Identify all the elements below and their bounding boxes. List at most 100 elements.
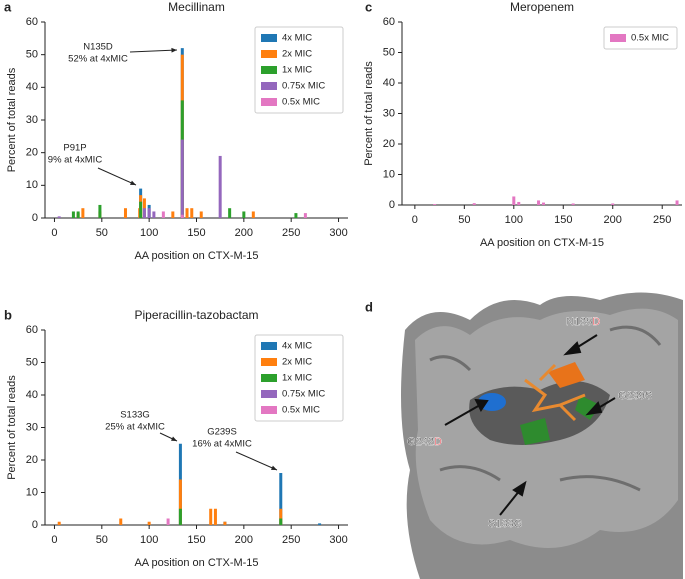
y-tick-label: 30 <box>26 114 38 126</box>
legend-label: 4x MIC <box>282 33 312 44</box>
annotation-arrow <box>97 167 137 186</box>
bar <box>71 211 75 218</box>
bar <box>541 202 545 205</box>
bar <box>209 508 213 525</box>
y-axis-label: Percent of total reads <box>6 67 18 172</box>
bar <box>318 523 322 525</box>
y-tick-label: 50 <box>26 49 38 61</box>
annotation: P91P <box>63 143 86 154</box>
bar <box>213 508 217 525</box>
panel-letter: b <box>4 307 12 322</box>
legend-label: 1x MIC <box>282 65 312 76</box>
chart-title: Meropenem <box>510 0 574 14</box>
y-tick-label: 60 <box>26 16 38 28</box>
legend-label: 2x MIC <box>282 357 312 368</box>
legend-label: 2x MIC <box>282 49 312 60</box>
chart-title: Mecillinam <box>168 0 225 14</box>
bar <box>303 213 307 218</box>
residue-text: N135 <box>566 316 592 328</box>
x-tick-label: 200 <box>235 227 253 239</box>
x-axis-label: AA position on CTX-M-15 <box>134 250 258 262</box>
bar <box>119 518 123 525</box>
x-tick-label: 50 <box>96 534 108 546</box>
legend-label: 1x MIC <box>282 373 312 384</box>
arrow-head <box>171 436 177 441</box>
x-tick-label: 250 <box>653 214 671 226</box>
bar <box>98 204 102 218</box>
bar <box>218 155 222 218</box>
bar <box>433 204 437 205</box>
annotation: 16% at 4xMIC <box>192 439 252 450</box>
annotation: S133G <box>120 410 150 421</box>
residue-suffix: D <box>434 436 442 448</box>
x-tick-label: 150 <box>187 534 205 546</box>
bar <box>279 518 283 525</box>
x-tick-label: 100 <box>505 214 523 226</box>
structure-image <box>401 292 683 579</box>
x-tick-label: 250 <box>282 227 300 239</box>
legend-label: 0.75x MIC <box>282 389 325 400</box>
x-tick-label: 150 <box>554 214 572 226</box>
residue-label: G239S <box>618 390 652 402</box>
y-tick-label: 20 <box>383 138 395 150</box>
annotation-arrow <box>235 451 278 471</box>
x-tick-label: 200 <box>235 534 253 546</box>
bar <box>279 508 283 525</box>
legend-box <box>254 26 344 114</box>
y-tick-label: 30 <box>383 107 395 119</box>
bar <box>242 211 246 218</box>
bar <box>571 203 575 205</box>
y-tick-label: 20 <box>26 454 38 466</box>
chart-panel: b Piperacillin-tazobactam AA position on C… <box>4 307 348 569</box>
y-tick-label: 0 <box>389 199 395 211</box>
y-tick-label: 60 <box>383 16 395 28</box>
x-tick-label: 50 <box>96 227 108 239</box>
annotation: N135D <box>83 42 113 53</box>
bar <box>81 208 85 218</box>
chart-panel: a Mecillinam AA position on CTX-M-15 Percen… <box>4 0 348 262</box>
legend-swatch <box>261 66 277 74</box>
y-tick-label: 0 <box>32 519 38 531</box>
x-tick-label: 0 <box>412 214 418 226</box>
y-tick-label: 40 <box>26 81 38 93</box>
x-tick-label: 150 <box>187 227 205 239</box>
legend-box <box>254 334 344 422</box>
bar <box>178 479 182 525</box>
x-tick-label: 0 <box>51 227 57 239</box>
legend-label: 0.75x MIC <box>282 81 325 92</box>
bar <box>142 208 146 218</box>
residue-text: S133G <box>488 518 522 530</box>
legend-label: 0.5x MIC <box>282 97 320 108</box>
residue-text: G242 <box>407 436 434 448</box>
annotation: 25% at 4xMIC <box>105 422 165 433</box>
bar <box>611 203 615 205</box>
bar <box>166 518 170 525</box>
y-tick-label: 50 <box>383 46 395 58</box>
bar <box>147 521 151 525</box>
arrow-head <box>171 47 177 53</box>
bar <box>190 208 194 218</box>
x-axis-label: AA position on CTX-M-15 <box>134 557 258 569</box>
bar <box>161 211 165 218</box>
arrow-head <box>271 465 277 470</box>
x-tick-label: 100 <box>140 534 158 546</box>
bar <box>675 200 679 205</box>
bar <box>537 200 541 205</box>
x-tick-label: 200 <box>604 214 622 226</box>
residue-label: N135D <box>566 316 600 328</box>
bar <box>512 196 516 205</box>
x-tick-label: 300 <box>329 227 347 239</box>
bar <box>472 203 476 205</box>
y-tick-label: 30 <box>26 421 38 433</box>
legend-label: 0.5x MIC <box>631 33 669 44</box>
y-tick-label: 40 <box>383 77 395 89</box>
x-tick-label: 300 <box>329 534 347 546</box>
y-tick-label: 10 <box>383 168 395 180</box>
residue-label: G242D <box>407 436 442 448</box>
residue-label: S133G <box>488 518 522 530</box>
bar <box>123 208 127 218</box>
x-tick-label: 0 <box>51 534 57 546</box>
y-tick-label: 60 <box>26 324 38 336</box>
legend-box <box>603 26 678 50</box>
